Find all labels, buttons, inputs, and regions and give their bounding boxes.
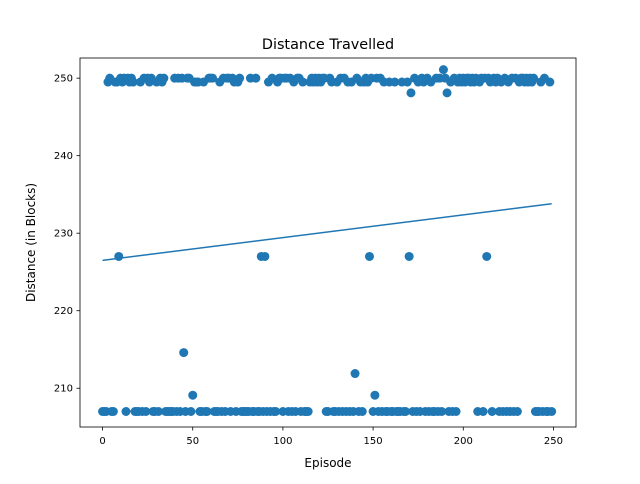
data-point [357,407,367,416]
trend-line [102,202,552,262]
y-axis: 210 220 230 240 250 [54,74,80,395]
x-axis-label: Episode [304,456,351,470]
y-tick-label: 210 [54,384,73,395]
data-point [153,407,163,416]
data-point [451,407,461,416]
data-point [251,73,261,83]
data-point [364,251,374,261]
chart-title: Distance Travelled [262,37,394,53]
data-point [350,369,360,379]
data-point [438,65,448,75]
data-point [186,407,196,416]
data-point [179,348,189,358]
y-axis-label: Distance (in Blocks) [24,183,38,302]
x-tick-label: 50 [186,436,199,447]
data-point [487,407,497,416]
x-tick-label: 250 [544,436,563,447]
data-point [437,407,447,416]
data-point [529,73,539,83]
data-point [271,407,281,416]
trend-layer [102,202,552,262]
y-tick-label: 220 [54,306,73,317]
data-point [406,88,416,98]
data-point [108,407,118,416]
y-tick-label: 250 [54,74,73,85]
x-tick-label: 0 [99,436,105,447]
x-tick-label: 100 [273,436,292,447]
data-point [159,73,169,83]
y-tick-label: 240 [54,151,73,162]
data-point [141,407,151,416]
data-point [370,390,380,400]
data-point [442,88,452,98]
x-tick-label: 150 [364,436,383,447]
points-layer [98,65,557,416]
axes-frame [79,57,577,428]
data-point [547,407,557,416]
data-point [298,77,308,87]
data-point [260,251,270,261]
data-point [512,407,522,416]
data-point [202,407,212,416]
data-point [478,407,488,416]
y-tick-label: 230 [54,229,73,240]
data-point [121,407,131,416]
data-point [545,77,555,87]
data-point [402,77,412,87]
data-point [128,77,138,87]
data-point [235,73,245,83]
data-point [404,251,414,261]
data-point [482,251,492,261]
data-point [208,73,218,83]
x-axis: 0 50 100 150 200 250 [99,427,563,447]
data-point [390,77,400,87]
data-point [401,407,411,416]
plot-area [79,57,577,428]
data-point [114,251,124,261]
x-tick-label: 200 [454,436,473,447]
data-point [188,390,198,400]
data-point [303,407,313,416]
